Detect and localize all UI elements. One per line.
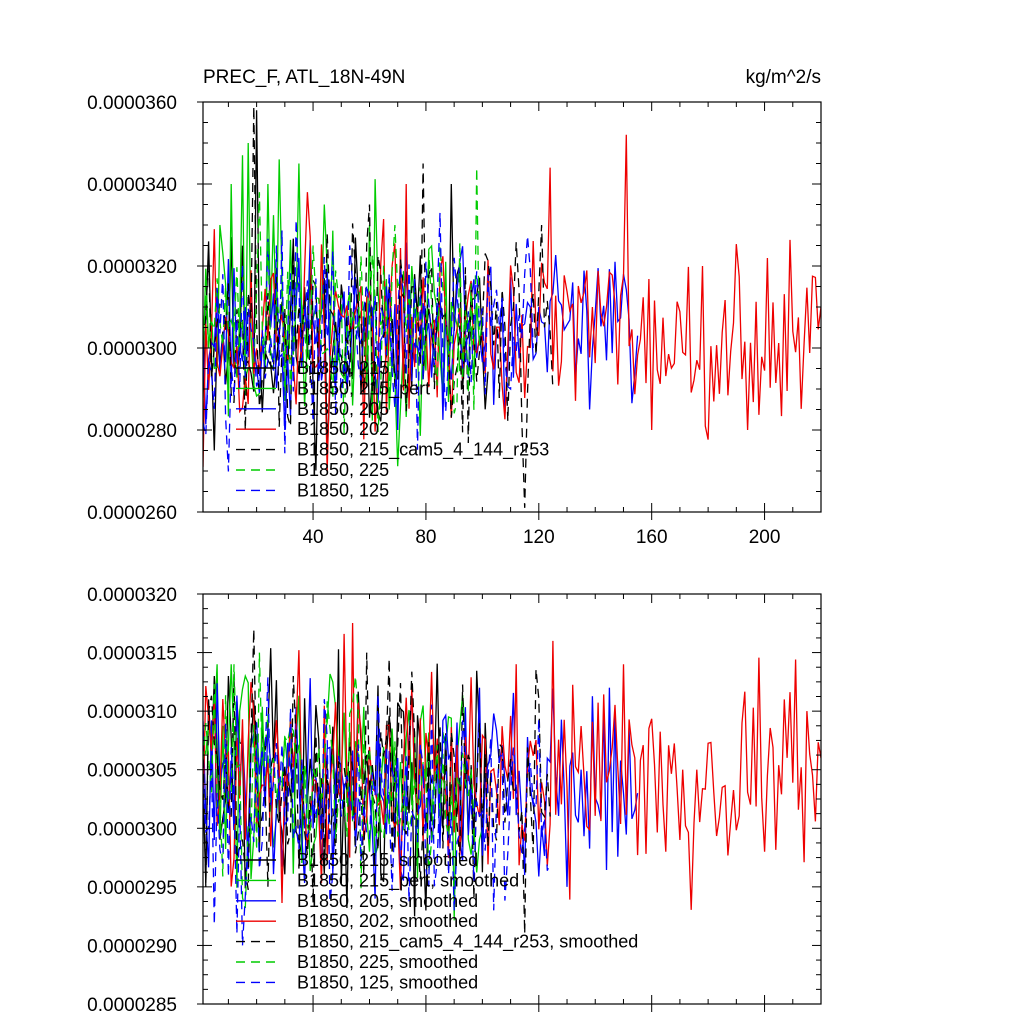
legend-label: B1850, 215, smoothed [297,850,478,870]
legend-label: B1850, 215_pert [297,378,430,399]
y-tick-label: 0.0000340 [87,175,177,196]
y-tick-label: 0.0000320 [87,257,177,278]
legend-label: B1850, 205, smoothed [297,891,478,911]
series-line-2 [203,142,484,467]
y-tick-label: 0.0000290 [87,936,177,957]
series-line-4 [203,134,821,472]
series-line-4 [203,622,821,910]
series-line-5 [203,629,551,934]
x-tick-label: 200 [749,527,781,548]
legend-label: B1850, 225 [297,460,389,480]
legend-label: B1850, 202 [297,419,389,439]
series-group [203,622,821,946]
x-tick-label: 160 [636,527,668,548]
x-tick-label: 80 [415,527,436,548]
series-line-7 [203,677,551,946]
y-tick-label: 0.0000310 [87,702,177,723]
y-tick-label: 0.0000260 [87,503,177,524]
series-line-6 [203,652,475,909]
y-tick-label: 0.0000285 [87,995,177,1016]
legend-label: B1850, 215 [297,358,389,378]
y-tick-label: 0.0000305 [87,761,177,782]
legend-label: B1850, 125, smoothed [297,972,478,992]
top-panel: 40 80 120 160 200 0.0000260 0.0000280 0.0000300… [87,67,822,548]
legend-label: B1850, 205 [297,399,389,419]
x-tick-label: 120 [523,527,555,548]
legend-label: B1850, 225, smoothed [297,952,478,972]
y-tick-label: 0.0000300 [87,819,177,840]
legend-label: B1850, 215_pert, smoothed [297,870,519,891]
series-line-3 [203,678,639,899]
legend-label: B1850, 215_cam5_4_144_r253 [297,440,549,461]
x-tick-label: 40 [302,527,323,548]
chart-title-left: PREC_F, ATL_18N-49N [203,67,405,88]
y-tick-label: 0.0000320 [87,585,177,606]
y-tick-label: 0.0000360 [87,93,177,114]
legend-label: B1850, 125 [297,480,389,500]
y-tick-label: 0.0000300 [87,339,177,360]
y-tick-label: 0.0000315 [87,644,177,665]
y-tick-label: 0.0000295 [87,878,177,899]
bottom-panel: 0.0000285 0.0000290 0.0000295 0.0000300 0.00… [87,585,822,1016]
chart-title-right: kg/m^2/s [746,67,821,88]
legend-label: B1850, 215_cam5_4_144_r253, smoothed [297,932,638,953]
y-tick-label: 0.0000280 [87,421,177,442]
series-line-7 [203,212,534,472]
legend-label: B1850, 202, smoothed [297,911,478,931]
